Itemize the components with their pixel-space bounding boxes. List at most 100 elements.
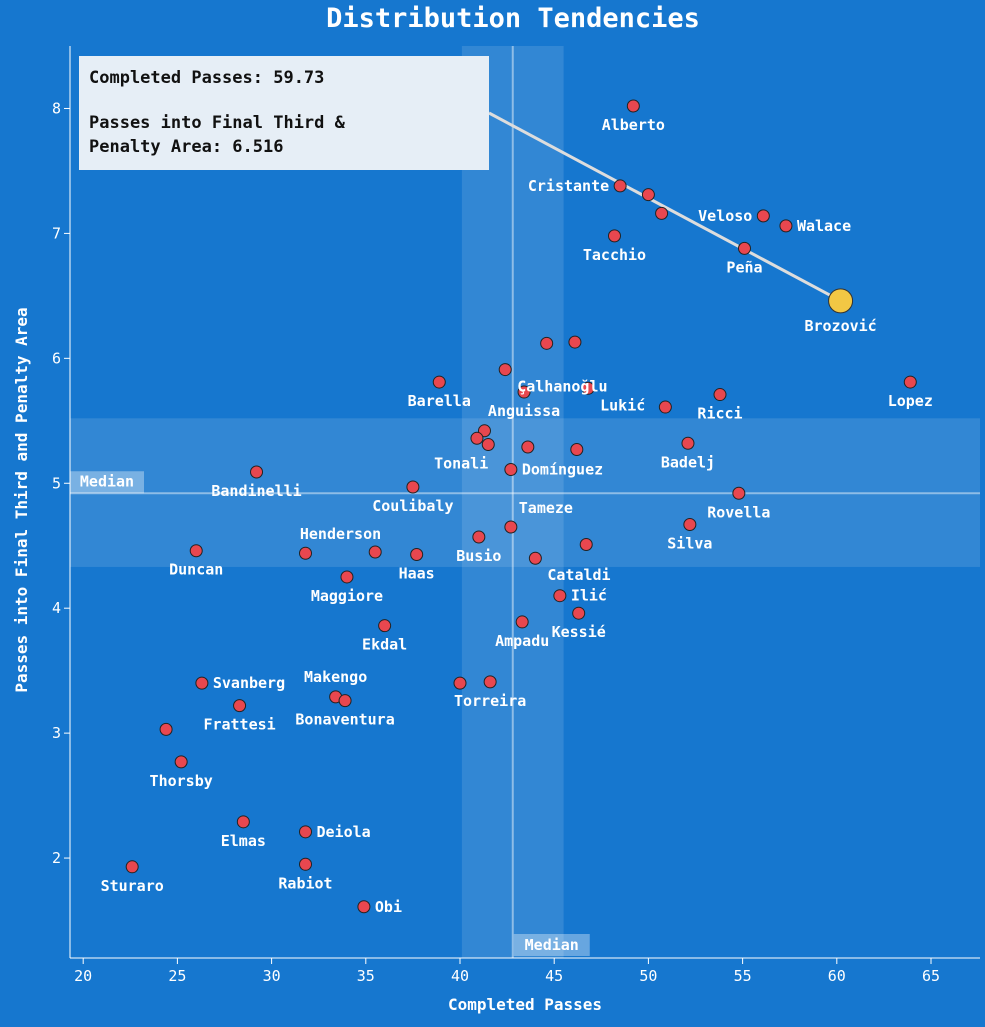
- data-point: [779, 219, 793, 233]
- data-point: [517, 385, 531, 399]
- data-label: Çalhanoğlu: [517, 378, 607, 396]
- data-label: Ilić: [571, 587, 607, 605]
- x-tick-label: 45: [545, 967, 563, 985]
- x-median-band: [461, 46, 564, 958]
- data-label: Cristante: [528, 177, 609, 195]
- data-label: Thorsby: [150, 772, 213, 790]
- data-label: Duncan: [169, 561, 223, 579]
- data-point: [338, 694, 352, 708]
- data-label: Haas: [399, 564, 435, 582]
- data-point: [528, 551, 542, 565]
- data-point: [453, 676, 467, 690]
- data-label: Ampadu: [495, 632, 549, 650]
- data-point: [410, 547, 424, 561]
- data-label: Cataldi: [547, 566, 610, 584]
- data-point: [579, 537, 593, 551]
- data-point: [607, 229, 621, 243]
- data-label: Ekdal: [362, 636, 407, 654]
- highlighted-point: [828, 288, 854, 314]
- tooltip-connector-line: [488, 111, 842, 303]
- x-tick-label: 40: [451, 967, 469, 985]
- x-tick-label: 55: [734, 967, 752, 985]
- data-point: [756, 209, 770, 223]
- data-point: [613, 179, 627, 193]
- data-label: Rovella: [707, 503, 770, 521]
- data-point: [572, 606, 586, 620]
- data-point: [357, 900, 371, 914]
- y-median-label: Median: [80, 472, 134, 490]
- data-label: Tacchio: [583, 246, 646, 264]
- chart-title: Distribution Tendencies: [326, 3, 700, 34]
- y-axis-label: Passes into Final Third and Penalty Area: [12, 307, 31, 692]
- data-label: Kessié: [552, 623, 606, 641]
- tooltip-box: [79, 56, 489, 170]
- data-label: Torreira: [454, 692, 526, 710]
- y-tick-label: 2: [52, 849, 61, 867]
- data-point: [299, 546, 313, 560]
- data-label: Barella: [408, 392, 471, 410]
- data-point: [581, 381, 595, 395]
- data-point: [195, 676, 209, 690]
- data-point: [299, 857, 313, 871]
- highlighted-label: Brozović: [804, 317, 876, 335]
- data-point: [498, 363, 512, 377]
- tooltip-line-2: Passes into Final Third &: [89, 113, 346, 133]
- data-label: Busio: [456, 547, 501, 565]
- data-point: [250, 465, 264, 479]
- data-point: [683, 517, 697, 531]
- y-tick-label: 4: [52, 599, 61, 617]
- data-label: Bandinelli: [211, 482, 301, 500]
- data-point: [626, 99, 640, 113]
- data-point: [713, 388, 727, 402]
- data-point: [299, 825, 313, 839]
- data-label: Walace: [797, 217, 851, 235]
- data-point: [125, 860, 139, 874]
- data-point: [903, 375, 917, 389]
- data-label: Badelj: [661, 453, 715, 471]
- data-label: Lukić: [600, 396, 645, 414]
- data-label: Bonaventura: [295, 711, 394, 729]
- data-point: [737, 241, 751, 255]
- data-point: [504, 520, 518, 534]
- data-label: Lopez: [888, 392, 933, 410]
- x-tick-label: 65: [922, 967, 940, 985]
- data-label: Domínguez: [522, 461, 603, 479]
- data-label: Svanberg: [213, 674, 285, 692]
- data-point: [641, 188, 655, 202]
- data-point: [553, 589, 567, 603]
- data-labels: Alberto Cristante Veloso Walace Tacchio Peña Ç…: [101, 116, 933, 916]
- data-label: Makengo: [304, 668, 367, 686]
- data-label: Deiola: [317, 823, 371, 841]
- data-label: Veloso: [698, 207, 752, 225]
- x-tick-label: 20: [74, 967, 92, 985]
- y-tick-label: 6: [52, 349, 61, 367]
- tooltip-line-1: Completed Passes: 59.73: [89, 68, 324, 88]
- data-label: Anguissa: [488, 402, 560, 420]
- x-axis-label: Completed Passes: [448, 995, 602, 1014]
- data-point: [406, 480, 420, 494]
- y-tick-label: 3: [52, 724, 61, 742]
- data-point: [472, 530, 486, 544]
- tooltip-connector: [488, 111, 842, 303]
- data-label: Maggiore: [311, 587, 383, 605]
- data-point: [732, 486, 746, 500]
- data-point: [483, 675, 497, 689]
- median-bands: Median Median: [70, 46, 980, 958]
- data-point: [568, 335, 582, 349]
- data-point: [504, 463, 518, 477]
- data-point: [174, 755, 188, 769]
- y-median-tag: [70, 471, 144, 494]
- data-point: [681, 436, 695, 450]
- data-label: Alberto: [602, 116, 665, 134]
- x-tick-label: 35: [357, 967, 375, 985]
- x-tick-label: 30: [263, 967, 281, 985]
- data-point: [521, 440, 535, 454]
- data-point: [658, 400, 672, 414]
- data-label: Coulibaly: [372, 497, 453, 515]
- x-median-tag: [513, 934, 590, 956]
- data-label: Frattesi: [203, 716, 275, 734]
- data-label: Tameze: [519, 499, 573, 517]
- data-label: Peña: [726, 258, 762, 276]
